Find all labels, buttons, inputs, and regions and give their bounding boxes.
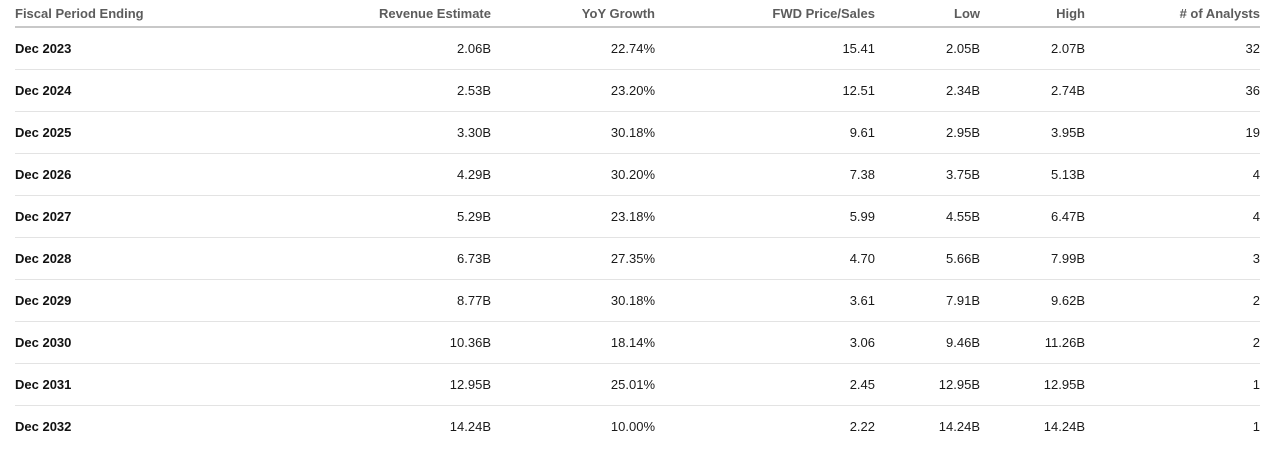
revenue-estimates-table: Fiscal Period Ending Revenue Estimate Yo… <box>15 0 1260 447</box>
yoy-growth-cell: 22.74% <box>491 27 655 70</box>
table-row: Dec 2023 2.06B 22.74% 15.41 2.05B 2.07B 32 <box>15 27 1260 70</box>
num-analysts-cell: 3 <box>1085 237 1260 280</box>
high-cell: 2.07B <box>980 27 1085 70</box>
num-analysts-cell: 36 <box>1085 69 1260 112</box>
num-analysts-cell: 4 <box>1085 153 1260 196</box>
low-cell: 5.66B <box>875 237 980 280</box>
revenue-estimate-cell: 6.73B <box>215 237 491 280</box>
fiscal-period-cell: Dec 2023 <box>15 27 215 70</box>
revenue-estimates-table-container: Fiscal Period Ending Revenue Estimate Yo… <box>15 0 1260 447</box>
yoy-growth-cell: 23.18% <box>491 195 655 238</box>
table-row: Dec 2025 3.30B 30.18% 9.61 2.95B 3.95B 19 <box>15 111 1260 154</box>
high-cell: 2.74B <box>980 69 1085 112</box>
fwd-price-sales-cell: 12.51 <box>655 69 875 112</box>
fiscal-period-cell: Dec 2026 <box>15 153 215 196</box>
fiscal-period-cell: Dec 2029 <box>15 279 215 322</box>
fiscal-period-cell: Dec 2025 <box>15 111 215 154</box>
yoy-growth-cell: 30.18% <box>491 279 655 322</box>
table-row: Dec 2032 14.24B 10.00% 2.22 14.24B 14.24B 1 <box>15 406 1260 448</box>
table-row: Dec 2027 5.29B 23.18% 5.99 4.55B 6.47B 4 <box>15 195 1260 238</box>
header-yoy-growth[interactable]: YoY Growth <box>491 0 655 28</box>
high-cell: 12.95B <box>980 363 1085 406</box>
fwd-price-sales-cell: 3.06 <box>655 321 875 364</box>
low-cell: 9.46B <box>875 321 980 364</box>
header-low[interactable]: Low <box>875 0 980 28</box>
table-row: Dec 2026 4.29B 30.20% 7.38 3.75B 5.13B 4 <box>15 153 1260 196</box>
high-cell: 9.62B <box>980 279 1085 322</box>
num-analysts-cell: 2 <box>1085 321 1260 364</box>
revenue-estimate-cell: 3.30B <box>215 111 491 154</box>
revenue-estimate-cell: 14.24B <box>449 419 491 434</box>
header-num-analysts[interactable]: # of Analysts <box>1085 0 1260 28</box>
high-cell: 6.47B <box>980 195 1085 238</box>
table-row: Dec 2029 8.77B 30.18% 3.61 7.91B 9.62B 2 <box>15 279 1260 322</box>
yoy-growth-cell: 27.35% <box>491 237 655 280</box>
revenue-estimate-cell: 12.95B <box>215 363 491 406</box>
yoy-growth-cell: 30.18% <box>491 111 655 154</box>
table-header: Fiscal Period Ending Revenue Estimate Yo… <box>15 0 1260 28</box>
fiscal-period-cell: Dec 2030 <box>15 321 215 364</box>
table-row: Dec 2028 6.73B 27.35% 4.70 5.66B 7.99B 3 <box>15 237 1260 280</box>
low-cell: 3.75B <box>875 153 980 196</box>
high-cell: 11.26B <box>980 321 1085 364</box>
num-analysts-cell: 32 <box>1085 27 1260 70</box>
yoy-growth-cell: 30.20% <box>491 153 655 196</box>
table-row: Dec 2030 10.36B 18.14% 3.06 9.46B 11.26B 2 <box>15 321 1260 364</box>
fwd-price-sales-cell: 3.61 <box>655 279 875 322</box>
yoy-growth-cell: 10.00% <box>610 419 655 434</box>
fwd-price-sales-cell: 4.70 <box>655 237 875 280</box>
header-row: Fiscal Period Ending Revenue Estimate Yo… <box>15 0 1260 28</box>
high-cell: 14.24B <box>1043 419 1085 434</box>
table-row: Dec 2024 2.53B 23.20% 12.51 2.34B 2.74B 36 <box>15 69 1260 112</box>
num-analysts-cell: 2 <box>1085 279 1260 322</box>
fwd-price-sales-cell: 2.45 <box>655 363 875 406</box>
revenue-estimate-cell: 10.36B <box>215 321 491 364</box>
high-cell: 3.95B <box>980 111 1085 154</box>
low-cell: 4.55B <box>875 195 980 238</box>
header-fwd-price-sales[interactable]: FWD Price/Sales <box>655 0 875 28</box>
header-fiscal-period[interactable]: Fiscal Period Ending <box>15 0 215 28</box>
fiscal-period-cell: Dec 2031 <box>15 363 215 406</box>
low-cell: 2.34B <box>875 69 980 112</box>
fwd-price-sales-cell: 9.61 <box>655 111 875 154</box>
fwd-price-sales-cell: 2.22 <box>849 419 875 434</box>
fiscal-period-cell: Dec 2027 <box>15 195 215 238</box>
fiscal-period-cell: Dec 2028 <box>15 237 215 280</box>
fwd-price-sales-cell: 5.99 <box>655 195 875 238</box>
yoy-growth-cell: 25.01% <box>491 363 655 406</box>
high-cell: 7.99B <box>980 237 1085 280</box>
num-analysts-cell: 19 <box>1085 111 1260 154</box>
fiscal-period-cell: Dec 2032 <box>15 419 72 434</box>
fwd-price-sales-cell: 15.41 <box>655 27 875 70</box>
table-row: Dec 2031 12.95B 25.01% 2.45 12.95B 12.95B 1 <box>15 363 1260 406</box>
fwd-price-sales-cell: 7.38 <box>655 153 875 196</box>
yoy-growth-cell: 18.14% <box>491 321 655 364</box>
num-analysts-cell: 4 <box>1085 195 1260 238</box>
revenue-estimate-cell: 2.53B <box>215 69 491 112</box>
header-high[interactable]: High <box>980 0 1085 28</box>
revenue-estimate-cell: 5.29B <box>215 195 491 238</box>
high-cell: 5.13B <box>980 153 1085 196</box>
num-analysts-cell: 1 <box>1252 419 1260 434</box>
yoy-growth-cell: 23.20% <box>491 69 655 112</box>
table-body: Dec 2023 2.06B 22.74% 15.41 2.05B 2.07B 32 Dec … <box>15 27 1260 447</box>
num-analysts-cell: 1 <box>1085 363 1260 406</box>
low-cell: 7.91B <box>875 279 980 322</box>
low-cell: 12.95B <box>875 363 980 406</box>
revenue-estimate-cell: 2.06B <box>215 27 491 70</box>
low-cell: 2.95B <box>875 111 980 154</box>
revenue-estimate-cell: 4.29B <box>215 153 491 196</box>
fiscal-period-cell: Dec 2024 <box>15 69 215 112</box>
low-cell: 14.24B <box>938 419 980 434</box>
low-cell: 2.05B <box>875 27 980 70</box>
header-revenue-estimate[interactable]: Revenue Estimate <box>215 0 491 28</box>
revenue-estimate-cell: 8.77B <box>215 279 491 322</box>
